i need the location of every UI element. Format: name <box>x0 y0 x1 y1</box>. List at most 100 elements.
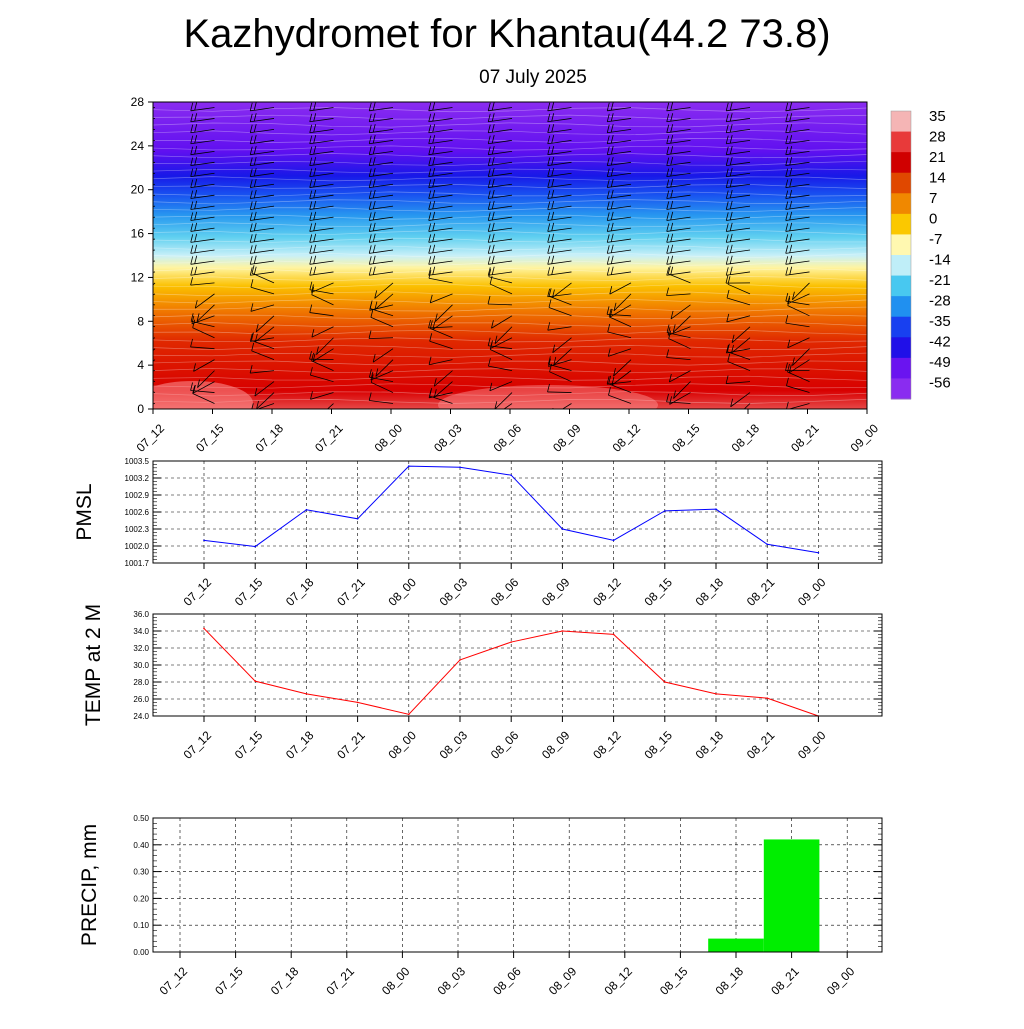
colorbar-swatch <box>891 152 911 173</box>
wind-barb-feather <box>131 212 133 220</box>
x-tick-label: 08_21 <box>744 575 778 609</box>
colorbar-swatch <box>891 214 911 235</box>
colorbar-swatch <box>891 111 911 132</box>
y-tick-label: 1002.9 <box>125 491 150 500</box>
colorbar-label: -28 <box>929 293 951 310</box>
wind-barb-feather <box>135 245 137 253</box>
series-point <box>203 540 205 542</box>
x-tick-label: 07_18 <box>283 728 317 762</box>
y-tick-label: 1002.3 <box>125 525 150 534</box>
series-point <box>510 641 512 643</box>
x-tick-label: 07_21 <box>334 575 368 609</box>
x-tick-label: 07_15 <box>193 421 227 455</box>
y-axis-label: PRECIP, mm <box>78 824 101 946</box>
colorbar-label: 28 <box>929 129 946 146</box>
wind-barb-feather <box>131 169 133 177</box>
y-tick-label: 0.20 <box>133 894 149 903</box>
colorbar-label: 7 <box>929 190 937 207</box>
x-tick-label: 08_18 <box>693 728 727 762</box>
x-tick-label: 08_12 <box>590 575 624 609</box>
y-tick-label: 4 <box>137 358 144 372</box>
x-tick-label: 08_06 <box>490 964 524 998</box>
y-tick-label: 16 <box>131 227 145 241</box>
x-tick-label: 08_09 <box>539 728 573 762</box>
y-tick-label: 0.50 <box>133 814 149 823</box>
x-tick-label: 08_12 <box>601 964 635 998</box>
wind-barb <box>131 118 155 121</box>
series-point <box>254 680 256 682</box>
x-tick-label: 08_15 <box>641 575 675 609</box>
x-tick-label: 09_00 <box>824 964 858 998</box>
wind-barb-feather <box>132 377 134 385</box>
x-tick-label: 08_03 <box>435 964 469 998</box>
wind-barb <box>132 385 155 393</box>
wind-barb <box>131 206 155 209</box>
x-tick-label: 07_21 <box>334 728 368 762</box>
wind-barb-feather <box>131 245 133 253</box>
wind-barb-feather <box>135 256 137 264</box>
precip-bar <box>764 839 820 952</box>
wind-barb <box>131 173 155 176</box>
series-point <box>357 518 359 520</box>
wind-barb-feather <box>131 114 133 122</box>
y-tick-label: 1003.5 <box>125 457 150 466</box>
colorbar-swatch <box>891 234 911 255</box>
x-tick-label: 08_09 <box>550 421 584 455</box>
x-tick-label: 08_18 <box>713 964 747 998</box>
wind-barb-feather <box>134 298 136 306</box>
wind-barb-feather <box>131 158 133 166</box>
wind-barb <box>131 162 155 165</box>
series-point <box>459 466 461 468</box>
wind-barb <box>131 303 155 305</box>
series-point <box>510 474 512 476</box>
colorbar-label: -49 <box>929 354 951 371</box>
wind-barb-feather <box>133 298 135 306</box>
wind-barb-feather <box>132 313 134 321</box>
y-tick-label: 20 <box>131 183 145 197</box>
wind-barb <box>131 261 155 264</box>
x-tick-label: 08_15 <box>669 421 703 455</box>
colorbar-label: 21 <box>929 149 946 166</box>
series-point <box>562 528 564 530</box>
colorbar-label: 14 <box>929 170 946 187</box>
y-tick-label: 12 <box>131 270 145 284</box>
colorbar-label: -14 <box>929 252 951 269</box>
colorbar-label: 0 <box>929 211 937 228</box>
y-tick-label: 24.0 <box>133 712 149 721</box>
wind-barb <box>131 217 155 220</box>
y-tick-label: 8 <box>137 314 144 328</box>
series-point <box>408 465 410 467</box>
wind-barb-feather <box>131 256 133 264</box>
wind-barb-feather <box>131 365 133 373</box>
colorbar-swatch <box>891 317 911 338</box>
y-axis-label: TEMP at 2 M <box>82 604 105 726</box>
x-tick-label: 07_21 <box>312 421 346 455</box>
y-axis-label: PMSL <box>73 483 96 540</box>
colorbar-swatch <box>891 132 911 153</box>
y-tick-label: 0 <box>137 402 144 416</box>
wind-barb-feather <box>138 292 140 300</box>
y-tick-label: 1002.0 <box>125 542 150 551</box>
x-tick-label: 08_15 <box>641 728 675 762</box>
x-tick-label: 08_06 <box>488 575 522 609</box>
x-tick-label: 08_00 <box>372 421 406 455</box>
series-point <box>613 540 615 542</box>
y-tick-label: 1002.6 <box>125 508 150 517</box>
series-point <box>306 509 308 511</box>
series-point <box>459 659 461 661</box>
x-tick-label: 07_12 <box>181 575 215 609</box>
x-tick-label: 08_00 <box>379 964 413 998</box>
colorbar-label: -56 <box>929 375 951 392</box>
x-tick-label: 08_21 <box>768 964 802 998</box>
y-tick-label: 1003.2 <box>125 474 150 483</box>
wind-barb-feather <box>132 338 134 346</box>
x-tick-label: 08_12 <box>590 728 624 762</box>
series-point <box>715 508 717 510</box>
x-tick-label: 08_03 <box>437 728 471 762</box>
colorbar-swatch <box>891 276 911 297</box>
x-tick-label: 07_12 <box>181 728 215 762</box>
y-tick-label: 0.00 <box>133 948 149 957</box>
wind-barb-feather <box>135 124 137 132</box>
